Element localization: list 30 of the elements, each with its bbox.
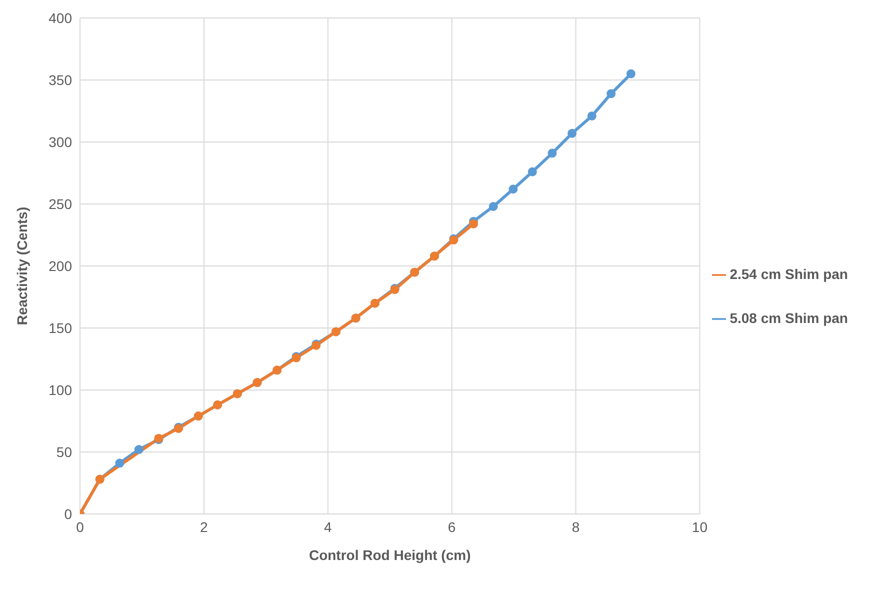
- y-tick-label: 200: [48, 258, 72, 274]
- point: [508, 184, 518, 194]
- point: [488, 202, 498, 211]
- x-tick-label: 6: [448, 518, 456, 535]
- legend-label: 5.08 cm Shim pan: [730, 310, 848, 326]
- point: [115, 458, 124, 468]
- x-tick-label: 2: [200, 518, 208, 535]
- point: [134, 445, 144, 454]
- point: [469, 219, 478, 228]
- y-tick-label: 100: [48, 382, 72, 398]
- y-tick-label: 150: [48, 320, 72, 336]
- y-tick-label: 300: [48, 134, 72, 150]
- legend-label: 2.54 cm Shim pan: [730, 266, 848, 282]
- point: [626, 69, 636, 78]
- point: [568, 128, 577, 138]
- y-tick-label: 350: [48, 72, 72, 88]
- y-axis-title: Reactivity (Cents): [14, 206, 30, 326]
- y-tick-label: 400: [48, 10, 72, 26]
- x-axis-title: Control Rod Height (cm): [308, 547, 471, 563]
- y-tick-label: 250: [48, 196, 72, 212]
- x-tick-label: 10: [692, 518, 708, 535]
- point: [548, 148, 557, 158]
- x-tick-label: 4: [324, 518, 332, 535]
- x-tick-label: 0: [76, 518, 84, 535]
- x-tick-label: 8: [572, 518, 580, 535]
- y-tick-label: 0: [64, 506, 72, 522]
- point: [606, 89, 616, 98]
- point: [528, 167, 537, 176]
- point: [587, 111, 596, 120]
- y-tick-label: 50: [56, 444, 72, 460]
